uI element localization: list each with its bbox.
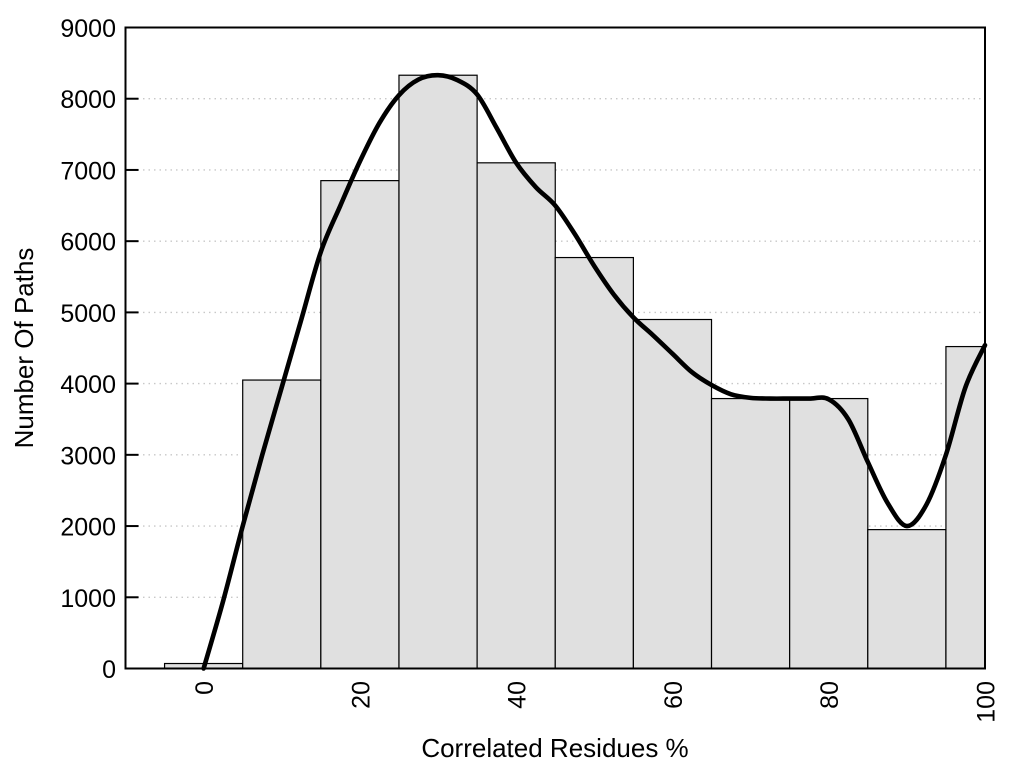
histogram-bar	[320, 180, 400, 670]
y-tick-label: 9000	[60, 15, 116, 43]
y-tick-label: 2000	[60, 514, 116, 542]
x-tick-label: 40	[504, 681, 532, 709]
histogram-bar	[242, 379, 322, 670]
x-tick-label: 20	[347, 681, 375, 709]
y-tick-label: 0	[102, 656, 116, 684]
y-tick-label: 4000	[60, 371, 116, 399]
density-curve	[201, 72, 988, 671]
histogram-bar	[945, 345, 986, 670]
x-tick-label: 80	[816, 681, 844, 709]
y-tick-label: 5000	[60, 300, 116, 328]
x-axis-title: Correlated Residues %	[421, 733, 688, 763]
bars-layer	[163, 74, 986, 670]
histogram-bar	[398, 74, 478, 670]
x-tick-label: 100	[973, 681, 1001, 723]
y-tick-label: 8000	[60, 86, 116, 114]
y-tick-label: 6000	[60, 229, 116, 257]
y-axis-title: Number Of Paths	[9, 248, 39, 449]
histogram-bar	[789, 397, 869, 670]
histogram-bar	[554, 256, 634, 670]
y-tick-label: 1000	[60, 585, 116, 613]
plot-border	[124, 26, 986, 670]
x-tick-label: 0	[191, 681, 219, 695]
histogram-bar	[632, 318, 713, 670]
histogram-bar	[476, 162, 556, 670]
frame-layer	[124, 26, 986, 670]
histogram-bar	[710, 397, 791, 670]
y-tick-label: 3000	[60, 442, 116, 470]
x-tick-label: 60	[660, 681, 688, 709]
histogram-bar	[867, 529, 947, 670]
tick-labels-layer: 0 1000 2000 3000 4000 5000 6000 7000 8000 9000 0 20…	[60, 15, 1000, 723]
y-tick-label: 7000	[60, 157, 116, 185]
curve-layer	[201, 72, 988, 671]
